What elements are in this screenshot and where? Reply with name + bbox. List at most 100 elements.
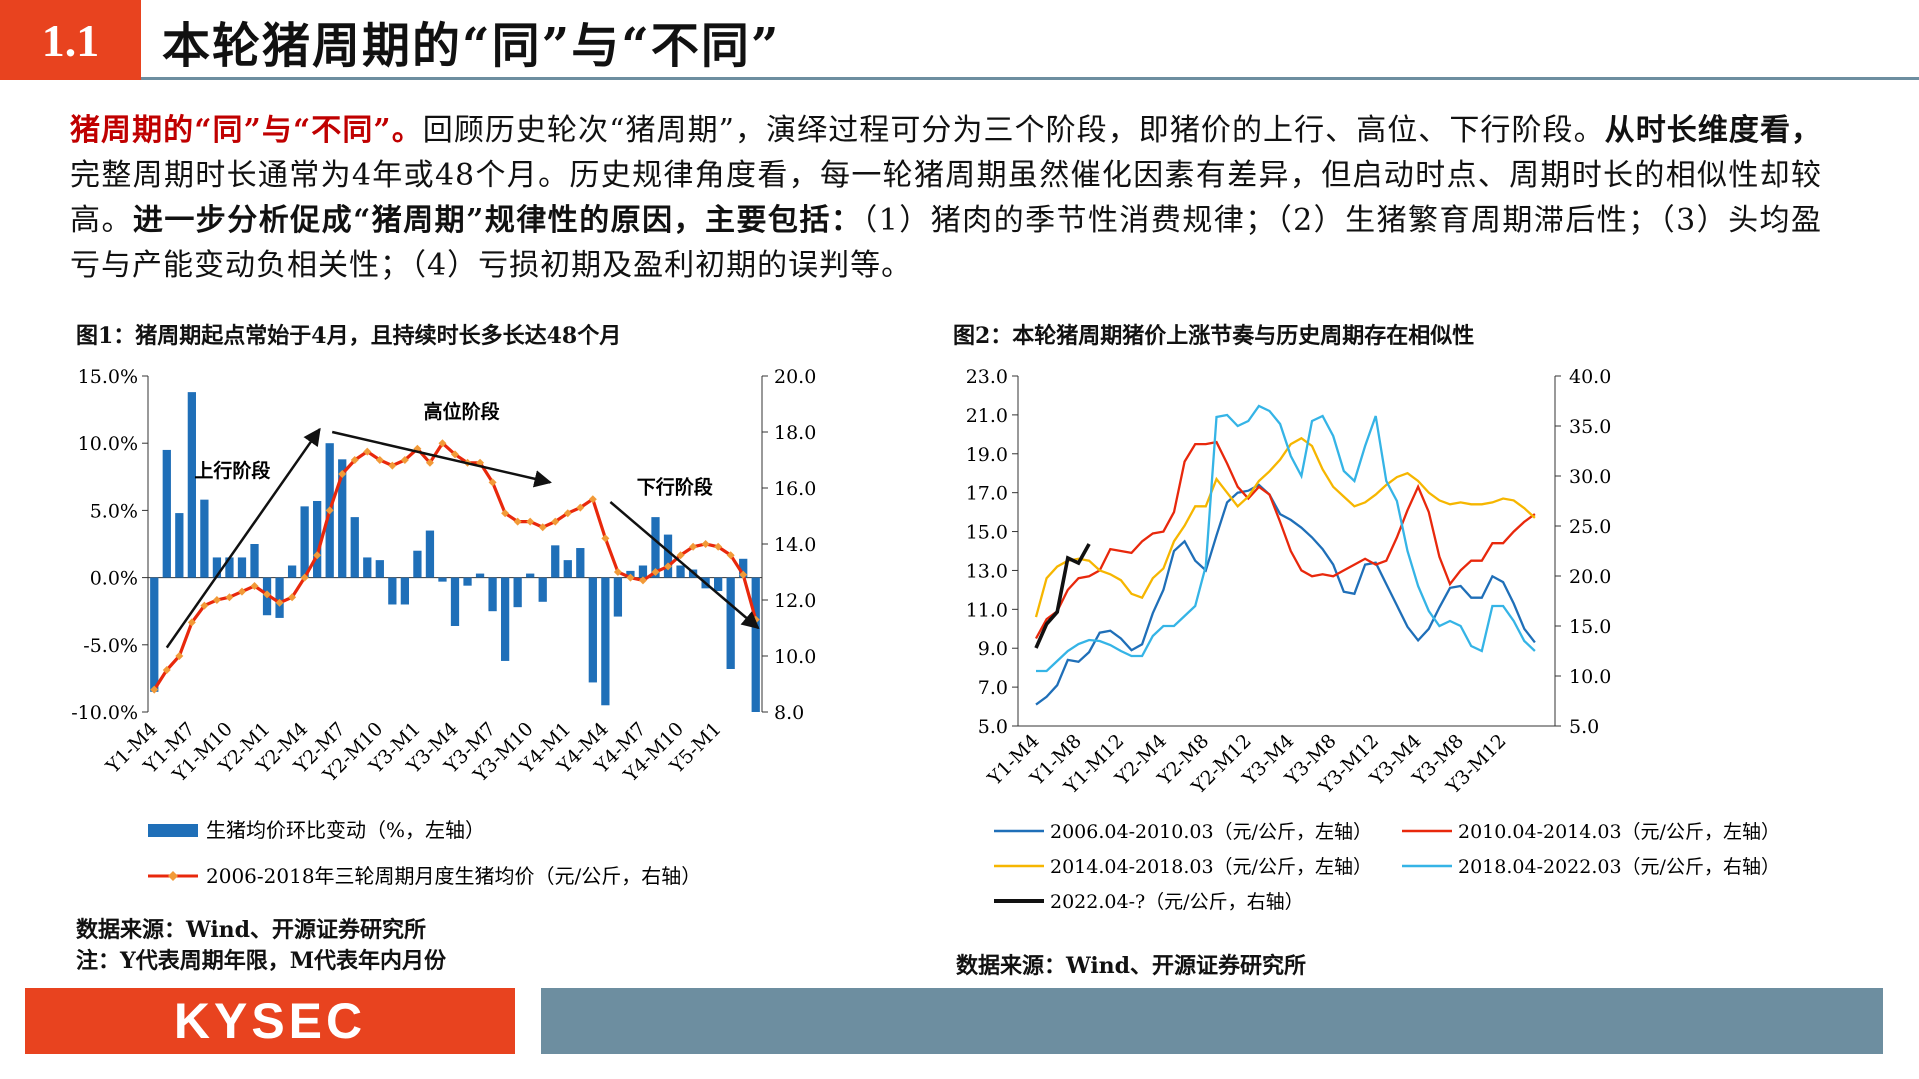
y-left-tick-label: 13.0 <box>966 560 1008 582</box>
price-point <box>488 478 497 487</box>
bar <box>388 577 397 605</box>
y-right-tick-label: 35.0 <box>1569 416 1611 438</box>
y-right-tick-label: 40.0 <box>1569 366 1611 388</box>
legend-bar-label: 生猪均价环比变动（%，左轴） <box>206 818 485 842</box>
y-left-tick-label: 21.0 <box>966 405 1008 427</box>
bar <box>663 534 673 578</box>
bar <box>413 550 422 578</box>
price-point <box>576 503 585 512</box>
price-point <box>225 593 234 602</box>
figure1-title: 图1：猪周期起点常始于4月，且持续时长多长达48个月 <box>76 323 622 349</box>
bar <box>375 560 384 578</box>
price-point <box>363 447 372 456</box>
price-point <box>563 509 572 518</box>
y-left-tick-label: -5.0% <box>83 635 138 657</box>
bar <box>313 500 322 578</box>
annotation-down: 下行阶段 <box>637 476 714 499</box>
price-point <box>150 685 159 694</box>
bar <box>438 577 447 582</box>
uptrend-arrow <box>165 427 321 649</box>
price-point <box>400 456 409 464</box>
bar <box>150 577 159 692</box>
y-left-tick-label: 11.0 <box>966 599 1008 621</box>
y-right-tick-label: 25.0 <box>1569 516 1611 538</box>
bar <box>287 565 297 578</box>
downtrend-arrow <box>609 501 760 630</box>
y-right-tick-label: 10.0 <box>1569 666 1611 688</box>
price-point <box>651 568 660 576</box>
y-right-tick-label: 14.0 <box>774 534 816 556</box>
para-text-2: 完整周期时长通常为4年或48个月。历史规律角度看，每一轮猪周期虽然催化因素有差异… <box>70 158 1822 238</box>
legend-line-marker <box>168 871 178 881</box>
legend-label: 2006.04-2010.03（元/公斤，左轴） <box>1050 821 1372 843</box>
bar <box>538 577 547 602</box>
price-point <box>313 551 322 560</box>
price-point <box>388 461 397 470</box>
price-point <box>300 573 309 582</box>
price-point <box>526 517 535 526</box>
bar <box>714 577 723 592</box>
price-point <box>375 456 384 464</box>
bar <box>425 530 435 578</box>
bar <box>751 577 760 712</box>
bar <box>563 560 572 578</box>
price-point <box>212 596 221 604</box>
y-left-tick-label: 5.0% <box>90 500 138 522</box>
para-lead: 猪周期的“同”与“不同”。 <box>70 113 423 148</box>
bar <box>475 573 485 578</box>
annotation-high: 高位阶段 <box>424 400 501 423</box>
price-point <box>664 562 673 571</box>
price-point <box>676 551 685 560</box>
y-left-tick-label: 0.0% <box>90 568 138 590</box>
y-right-tick-label: 10.0 <box>774 646 816 668</box>
bar <box>162 449 171 578</box>
price-point <box>175 652 184 660</box>
bar <box>638 565 648 578</box>
price-point <box>451 450 459 459</box>
y-left-tick-label: 15.0% <box>78 366 138 388</box>
footer-bar <box>541 988 1883 1054</box>
legend-label: 2010.04-2014.03（元/公斤，左轴） <box>1458 821 1780 843</box>
page-title: 本轮猪周期的“同”与“不同” <box>162 18 781 74</box>
y-right-tick-label: 18.0 <box>774 422 816 444</box>
para-text-3: （1）猪肉的季节性消费规律；（2）生猪繁育周期滞后性；（3）头均盈亏与产能变动负… <box>70 203 1823 283</box>
kysec-logo: KYSEC <box>25 988 515 1054</box>
bar <box>588 577 597 683</box>
price-point <box>638 576 647 585</box>
price-point <box>513 517 522 526</box>
y-right-tick-label: 20.0 <box>1569 566 1611 588</box>
bar <box>463 577 472 586</box>
y-right-tick-label: 5.0 <box>1569 716 1599 738</box>
bar <box>200 499 209 578</box>
price-point <box>438 439 447 448</box>
series-line <box>1034 543 1091 649</box>
price-point <box>588 495 597 504</box>
bar <box>526 573 535 578</box>
bar <box>212 557 222 578</box>
bar <box>300 506 309 578</box>
price-point <box>501 509 510 518</box>
bar <box>601 577 610 706</box>
price-point <box>200 601 209 610</box>
bar <box>275 577 284 618</box>
price-point <box>237 587 246 596</box>
series-line <box>1036 404 1536 673</box>
y-right-tick-label: 16.0 <box>774 478 816 500</box>
bar <box>400 577 410 605</box>
price-point <box>701 540 710 548</box>
section-number: 1.1 <box>0 0 141 80</box>
bar <box>739 558 748 578</box>
bar <box>187 392 196 578</box>
bar <box>363 557 372 578</box>
price-point <box>726 551 735 560</box>
y-left-tick-label: 7.0 <box>978 677 1008 699</box>
bar <box>450 577 460 626</box>
bar <box>338 459 347 578</box>
y-left-tick-label: 15.0 <box>966 522 1008 544</box>
annotation-up: 上行阶段 <box>194 459 271 482</box>
price-point <box>425 458 434 467</box>
price-point <box>613 568 622 576</box>
figure1-source: 数据来源：Wind、开源证券研究所 <box>76 917 427 943</box>
price-point <box>350 456 359 464</box>
figure1-chart: 15.0% 10.0% 5.0% 0.0% -5.0% -10.0% 20.0 18.0 16.… <box>71 366 816 888</box>
